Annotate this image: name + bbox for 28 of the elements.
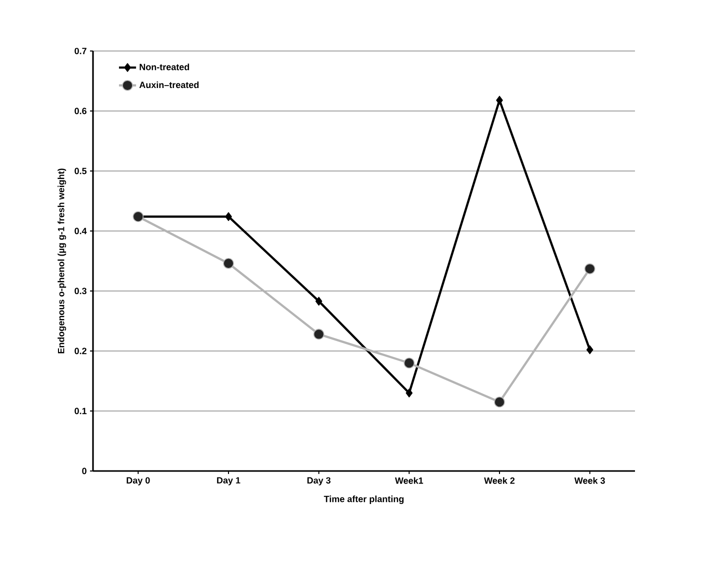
x-tick-label: Week 3: [574, 477, 605, 484]
y-tick-label: 0.2: [74, 348, 86, 354]
point: [494, 396, 505, 408]
legend-label: Non-treated: [140, 64, 190, 70]
y-tick-label: 0.5: [74, 168, 87, 174]
x-tick-label: Day 1: [217, 477, 240, 486]
y-tick-label: 0.3: [74, 288, 86, 294]
point: [406, 388, 413, 398]
y-tick-label: 0.6: [74, 108, 86, 114]
x-tick-label: Week1: [395, 477, 424, 484]
x-axis-title: Time after planting: [324, 496, 404, 504]
point: [584, 263, 596, 274]
y-tick-label: 0.1: [74, 408, 87, 414]
x-tick-label: Day 0: [126, 477, 150, 486]
y-tick-label: 0: [82, 468, 86, 474]
y-tick-label: 0.4: [74, 228, 87, 234]
x-tick-label: Day 3: [307, 477, 330, 486]
point: [404, 358, 415, 368]
point: [223, 258, 234, 269]
point: [225, 212, 232, 221]
point: [496, 96, 503, 105]
x-tick-label: Week 2: [484, 477, 515, 484]
point: [315, 296, 322, 306]
y-tick-label: 0.7: [74, 48, 86, 54]
point: [586, 345, 594, 354]
point: [313, 328, 324, 340]
y-axis-title: Endogenous o-phenol (µg g-1 fresh weight): [58, 168, 66, 354]
legend-label: Auxin–treated: [139, 81, 199, 88]
